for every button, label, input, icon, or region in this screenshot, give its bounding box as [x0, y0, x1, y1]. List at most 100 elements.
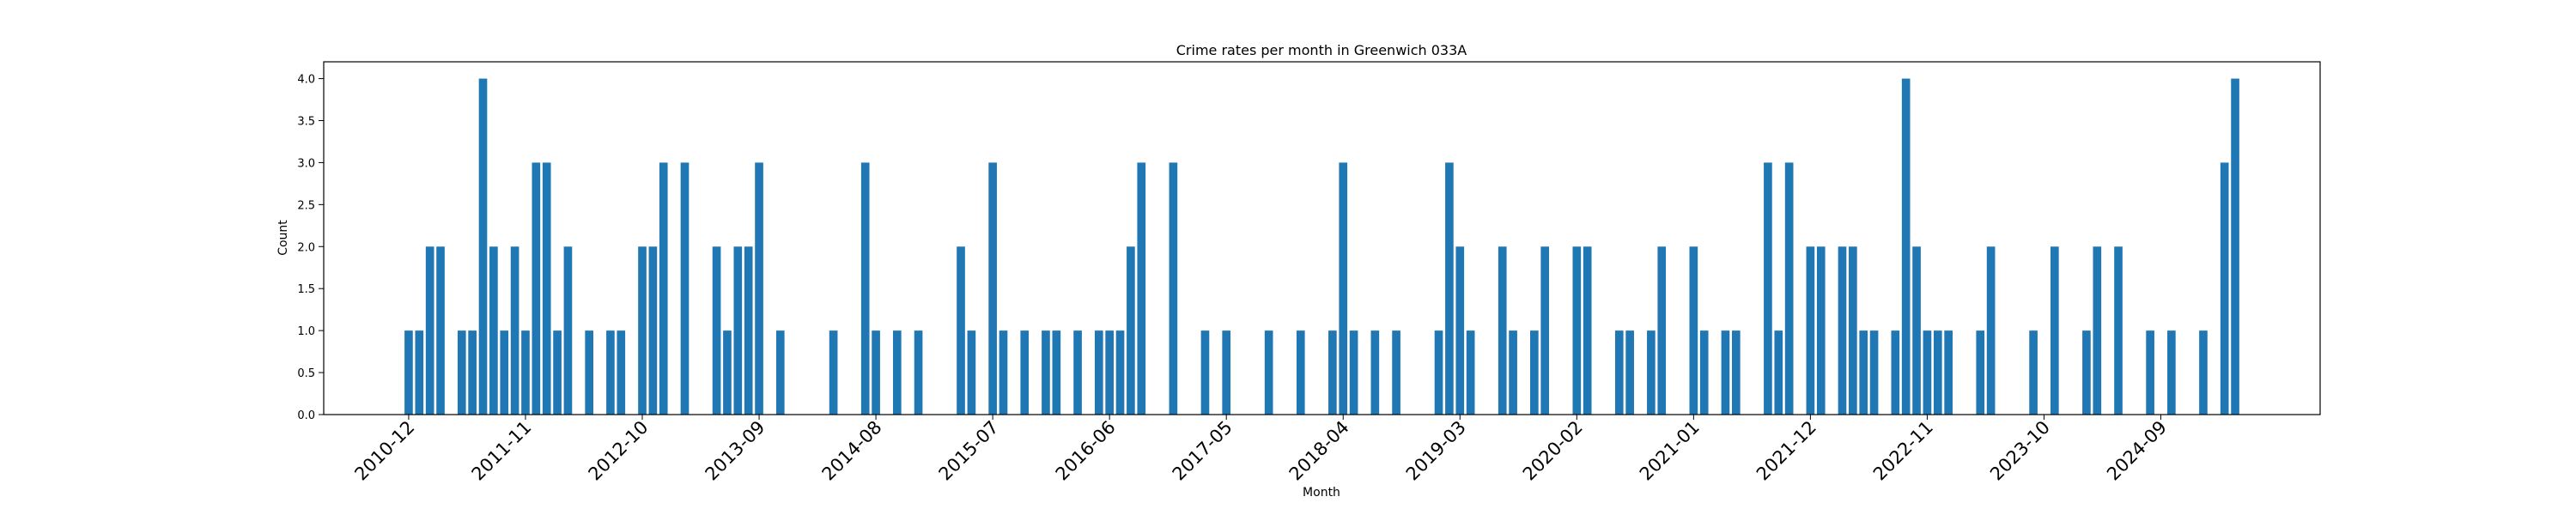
x-tick-label: 2015-07	[935, 417, 1003, 485]
bar-2021-05	[1731, 330, 1741, 415]
bar-2025-01	[2199, 330, 2208, 415]
x-tick-label: 2016-06	[1052, 417, 1120, 485]
bar-2023-05	[1986, 246, 1996, 415]
x-tick-label: 2021-01	[1636, 417, 1704, 485]
bar-2020-10	[1657, 246, 1667, 415]
bar-2017-09	[1264, 330, 1273, 415]
bar-2018-09	[1392, 330, 1400, 415]
bar-2021-04	[1721, 330, 1730, 415]
bar-2021-09	[1774, 330, 1783, 415]
bar-2012-11	[648, 246, 658, 415]
bar-2013-11	[775, 330, 785, 415]
bar-2013-08	[744, 246, 753, 415]
x-tick-label: 2020-02	[1519, 417, 1587, 485]
bar-2025-04	[2231, 78, 2239, 415]
bar-2022-04	[1849, 246, 1857, 415]
bar-2019-03	[1455, 246, 1465, 415]
x-tick-label: 2018-04	[1285, 417, 1353, 485]
bar-2016-06	[1105, 330, 1114, 415]
y-tick-label: 0.0	[297, 409, 315, 422]
bar-2017-05	[1222, 330, 1231, 415]
x-axis-label: Month	[1303, 486, 1340, 500]
x-tick-label: 2017-05	[1169, 417, 1236, 485]
bar-2022-06	[1869, 330, 1879, 415]
bar-2019-07	[1498, 246, 1507, 415]
bar-2010-12	[404, 330, 413, 415]
bar-2018-05	[1349, 330, 1358, 415]
bar-2015-08	[999, 330, 1008, 415]
y-tick-label: 0.5	[297, 367, 315, 380]
bar-2013-05	[712, 246, 721, 415]
bar-2023-01	[1944, 330, 1953, 415]
bar-2016-01	[1052, 330, 1061, 415]
bar-2021-08	[1764, 162, 1772, 415]
chart-title: Crime rates per month in Greenwich 033A	[1176, 42, 1467, 58]
bar-2024-08	[2146, 330, 2154, 415]
bar-2019-11	[1540, 246, 1550, 415]
bar-2011-05	[457, 330, 466, 415]
bar-2018-04	[1339, 162, 1348, 415]
x-tick-label: 2010-12	[350, 417, 418, 485]
bar-2020-09	[1647, 330, 1656, 415]
bar-2016-05	[1094, 330, 1103, 415]
bar-2012-08	[617, 330, 626, 415]
bar-2022-05	[1859, 330, 1868, 415]
bar-2012-12	[659, 162, 668, 415]
bar-2011-08	[489, 246, 498, 415]
bar-2011-07	[478, 78, 488, 415]
bar-2014-10	[893, 330, 902, 415]
x-tick-label: 2024-09	[2103, 417, 2171, 485]
bar-2012-01	[542, 162, 551, 415]
bar-2012-03	[563, 246, 573, 415]
x-tick-label: 2022-11	[1869, 417, 1937, 485]
bar-2019-08	[1509, 330, 1517, 415]
bar-2013-06	[723, 330, 732, 415]
bar-2011-11	[521, 330, 530, 415]
bar-2015-10	[1020, 330, 1030, 415]
bar-2022-03	[1838, 246, 1847, 415]
bar-2012-07	[606, 330, 615, 415]
x-tick-label: 2019-03	[1402, 417, 1470, 485]
bar-2016-09	[1137, 162, 1146, 415]
y-axis-label: Count	[276, 220, 290, 256]
bar-2011-06	[468, 330, 477, 415]
bar-2015-07	[988, 162, 997, 415]
bar-2019-04	[1466, 330, 1475, 415]
y-tick-label: 3.5	[297, 116, 315, 129]
x-axis: 2010-12 2011-11 2012-10 2013-09 2014-08 2015-…	[350, 415, 2171, 485]
bar-2015-05	[967, 330, 976, 415]
bar-2024-02	[2082, 330, 2091, 415]
bars-group	[404, 78, 2239, 415]
bar-2022-11	[1923, 330, 1932, 415]
bar-2020-02	[1572, 246, 1582, 415]
bar-2018-07	[1370, 330, 1380, 415]
bar-2022-12	[1933, 330, 1942, 415]
x-tick-label: 2014-08	[818, 417, 886, 485]
bar-2016-08	[1127, 246, 1135, 415]
bar-2023-11	[2050, 246, 2059, 415]
bar-2011-09	[500, 330, 509, 415]
y-tick-label: 2.0	[297, 241, 315, 254]
y-tick-label: 1.0	[297, 325, 315, 338]
bar-2011-01	[415, 330, 424, 415]
bar-2013-09	[755, 162, 763, 415]
bar-2022-01	[1816, 246, 1826, 415]
x-tick-label: 2013-09	[702, 417, 769, 485]
bar-2020-06	[1614, 330, 1624, 415]
y-tick-label: 1.5	[297, 283, 315, 296]
bar-2021-02	[1699, 330, 1709, 415]
x-tick-label: 2012-10	[585, 417, 653, 485]
y-tick-label: 4.0	[297, 74, 315, 87]
y-tick-label: 2.5	[297, 199, 315, 212]
bar-2019-01	[1434, 330, 1443, 415]
bar-2022-08	[1891, 330, 1900, 415]
bar-2021-10	[1784, 162, 1794, 415]
bar-2019-10	[1530, 330, 1539, 415]
bar-2013-02	[680, 162, 690, 415]
bar-2021-12	[1806, 246, 1815, 415]
bar-2011-02	[425, 246, 434, 415]
bar-2016-07	[1115, 330, 1125, 415]
bar-2014-12	[914, 330, 923, 415]
bar-2012-05	[585, 330, 593, 415]
bar-2017-03	[1200, 330, 1210, 415]
